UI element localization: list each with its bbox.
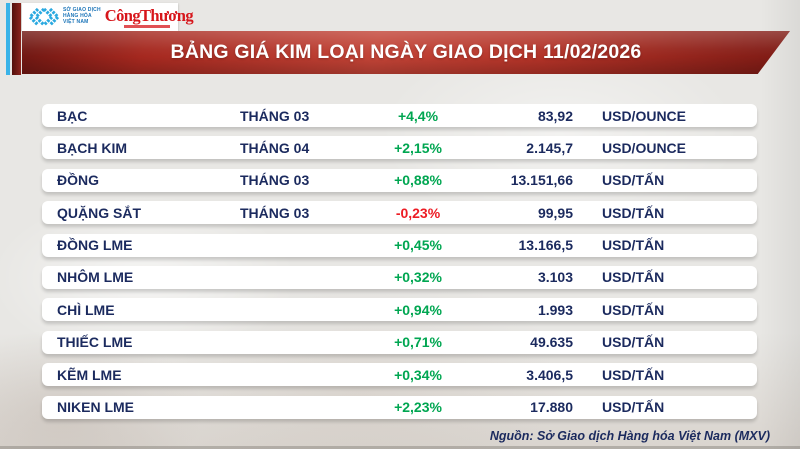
table-row: QUẶNG SẮT THÁNG 03 -0,23% 99,95 USD/TẤN [42, 201, 757, 225]
price-unit: USD/TẤN [602, 301, 665, 318]
table-row: BẠCH KIM THÁNG 04 +2,15% 2.145,7 USD/OUN… [42, 136, 757, 160]
metal-name: BẠCH KIM [57, 139, 127, 156]
price-unit: USD/TẤN [602, 204, 665, 221]
metal-name: BẠC [57, 107, 88, 124]
price-value: 13.166,5 [518, 237, 574, 254]
price-unit: USD/TẤN [602, 172, 665, 189]
price-value: 13.151,66 [510, 172, 573, 189]
price-value: 49.635 [530, 334, 573, 351]
price-value: 2.145,7 [526, 139, 573, 156]
price-value: 83,92 [537, 107, 573, 124]
price-value: 3.103 [537, 269, 573, 286]
price-value: 1.993 [537, 301, 573, 318]
metal-name: NIKEN LME [57, 399, 134, 416]
mxv-logo-icon [27, 7, 59, 27]
price-table: BẠC THÁNG 03 +4,4% 83,92 USD/OUNCE BẠCH … [42, 104, 757, 428]
congthuong-underbar [124, 25, 170, 28]
bottom-edge-line [0, 446, 800, 449]
mxv-logo-text: SỞ GIAO DỊCH HÀNG HÓA VIỆT NAM [63, 7, 101, 26]
contract-month: THÁNG 03 [240, 172, 310, 189]
table-row: KẼM LME +0,34% 3.406,5 USD/TẤN [42, 363, 757, 387]
metal-name: QUẶNG SẮT [57, 204, 141, 221]
table-row: ĐỒNG LME +0,45% 13.166,5 USD/TẤN [42, 233, 757, 257]
congthuong-logo: CôngThương [104, 5, 194, 25]
price-unit: USD/TẤN [602, 334, 665, 351]
accent-bar-darkred [12, 3, 21, 75]
change-percent: -0,23% [395, 204, 441, 221]
change-percent: +0,94% [394, 301, 442, 318]
change-percent: +0,34% [394, 366, 442, 383]
change-percent: +2,15% [394, 139, 442, 156]
source-attribution: Nguồn: Sở Giao dịch Hàng hóa Việt Nam (M… [489, 429, 770, 443]
price-value: 3.406,5 [526, 366, 573, 383]
change-percent: +2,23% [394, 399, 442, 416]
metal-name: THIẾC LME [57, 334, 133, 351]
metal-name: KẼM LME [57, 366, 122, 383]
header-logo-box: SỞ GIAO DỊCH HÀNG HÓA VIỆT NAM CôngThươn… [22, 3, 194, 31]
price-value: 99,95 [537, 204, 573, 221]
mxv-text-line3: VIỆT NAM [63, 18, 89, 25]
table-row: THIẾC LME +0,71% 49.635 USD/TẤN [42, 330, 757, 354]
change-percent: +0,88% [394, 172, 442, 189]
metal-name: CHÌ LME [57, 301, 115, 318]
contract-month: THÁNG 04 [240, 139, 310, 156]
change-percent: +0,45% [394, 237, 442, 254]
table-row: NHÔM LME +0,32% 3.103 USD/TẤN [42, 265, 757, 289]
contract-month: THÁNG 03 [240, 204, 310, 221]
price-unit: USD/OUNCE [602, 139, 687, 156]
table-row: ĐỒNG THÁNG 03 +0,88% 13.151,66 USD/TẤN [42, 168, 757, 192]
metal-name: ĐỒNG [57, 172, 99, 189]
table-row: CHÌ LME +0,94% 1.993 USD/TẤN [42, 298, 757, 322]
price-unit: USD/TẤN [602, 399, 665, 416]
table-row: BẠC THÁNG 03 +4,4% 83,92 USD/OUNCE [42, 104, 757, 127]
page-title: BẢNG GIÁ KIM LOẠI NGÀY GIAO DỊCH 11/02/2… [170, 41, 642, 63]
change-percent: +0,32% [394, 269, 442, 286]
metal-name: ĐỒNG LME [57, 237, 133, 254]
price-unit: USD/TẤN [602, 366, 665, 383]
contract-month: THÁNG 03 [240, 107, 310, 124]
price-unit: USD/TẤN [602, 269, 665, 286]
mxv-text-line2: HÀNG HÓA [63, 13, 92, 20]
title-banner: BẢNG GIÁ KIM LOẠI NGÀY GIAO DỊCH 11/02/2… [22, 31, 790, 74]
change-percent: +4,4% [397, 107, 439, 124]
price-unit: USD/OUNCE [602, 107, 687, 124]
price-value: 17.880 [530, 399, 573, 416]
table-row: NIKEN LME +2,23% 17.880 USD/TẤN [42, 395, 757, 419]
metal-name: NHÔM LME [57, 269, 134, 286]
mxv-text-line1: SỞ GIAO DỊCH [63, 7, 101, 14]
price-unit: USD/TẤN [602, 237, 665, 254]
accent-bar-blue [6, 3, 10, 75]
change-percent: +0,71% [394, 334, 442, 351]
